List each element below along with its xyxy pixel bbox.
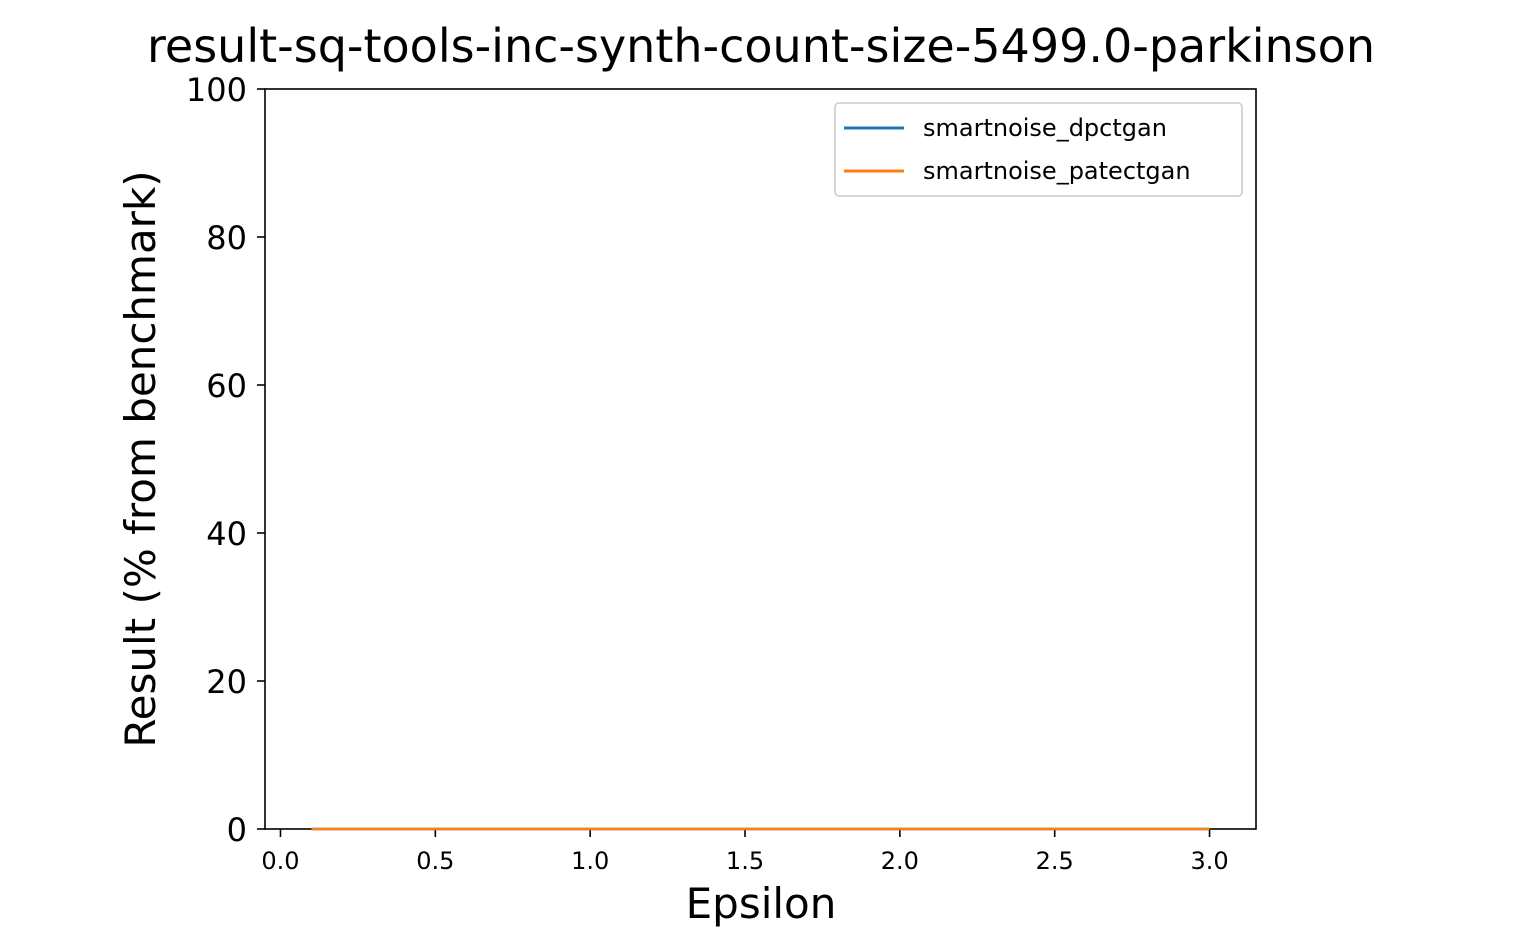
y-tick-label: 60 [206, 367, 247, 405]
x-tick-label: 0.5 [416, 847, 454, 875]
y-axis-label: Result (% from benchmark) [116, 170, 165, 747]
legend-box [834, 102, 1243, 197]
x-tick-label: 2.0 [881, 847, 919, 875]
y-tick-label: 80 [206, 219, 247, 257]
y-axis: 0 20 40 60 80 100 [186, 71, 265, 849]
y-tick-label: 0 [227, 811, 247, 849]
chart-title: result-sq-tools-inc-synth-count-size-549… [147, 19, 1375, 73]
y-tick-label: 100 [186, 71, 247, 109]
x-axis-label: Epsilon [686, 879, 837, 928]
x-tick-label: 0.0 [261, 847, 299, 875]
x-tick-label: 3.0 [1190, 847, 1228, 875]
legend-label: smartnoise_dpctgan [923, 114, 1167, 142]
x-tick-label: 1.5 [726, 847, 764, 875]
y-tick-label: 20 [206, 663, 247, 701]
y-tick-label: 40 [206, 515, 247, 553]
x-tick-label: 1.0 [571, 847, 609, 875]
legend-label: smartnoise_patectgan [923, 157, 1191, 185]
legend: smartnoise_dpctgan smartnoise_patectgan [834, 102, 1243, 197]
x-axis: 0.0 0.5 1.0 1.5 2.0 2.5 3.0 [261, 829, 1229, 875]
x-tick-label: 2.5 [1036, 847, 1074, 875]
